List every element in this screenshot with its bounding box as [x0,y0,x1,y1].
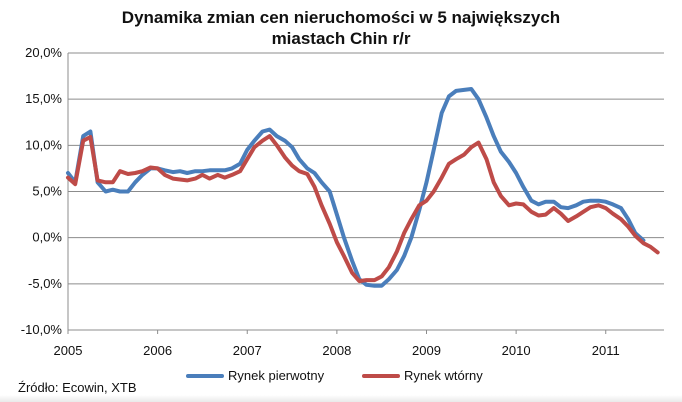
chart-title-line-2: miastach Chin r/r [271,29,411,48]
source-note: Źródło: Ecowin, XTB [18,380,137,395]
x-tick-label: 2007 [233,343,262,358]
bottom-shadow [0,395,682,402]
legend-label-2: Rynek wtórny [404,368,483,383]
y-tick-label: 15,0% [25,91,62,106]
chart-title-line-1: Dynamika zmian cen nieruchomości w 5 naj… [121,8,561,27]
y-tick-label: -10,0% [21,322,63,337]
y-tick-label: 20,0% [25,45,62,60]
series-line-2 [66,134,660,284]
y-tick-label: -5,0% [28,276,62,291]
y-tick-label: 5,0% [32,184,62,199]
x-tick-label: 2006 [143,343,172,358]
x-tick-label: 2008 [322,343,351,358]
legend-label-1: Rynek pierwotny [228,368,325,383]
x-tick-label: 2011 [592,343,620,358]
y-tick-label: 10,0% [25,137,62,152]
x-tick-label: 2005 [54,343,83,358]
series-line-1 [66,87,646,288]
x-tick-label: 2010 [502,343,531,358]
x-tick-label: 2009 [412,343,441,358]
y-tick-label: 0,0% [32,230,62,245]
